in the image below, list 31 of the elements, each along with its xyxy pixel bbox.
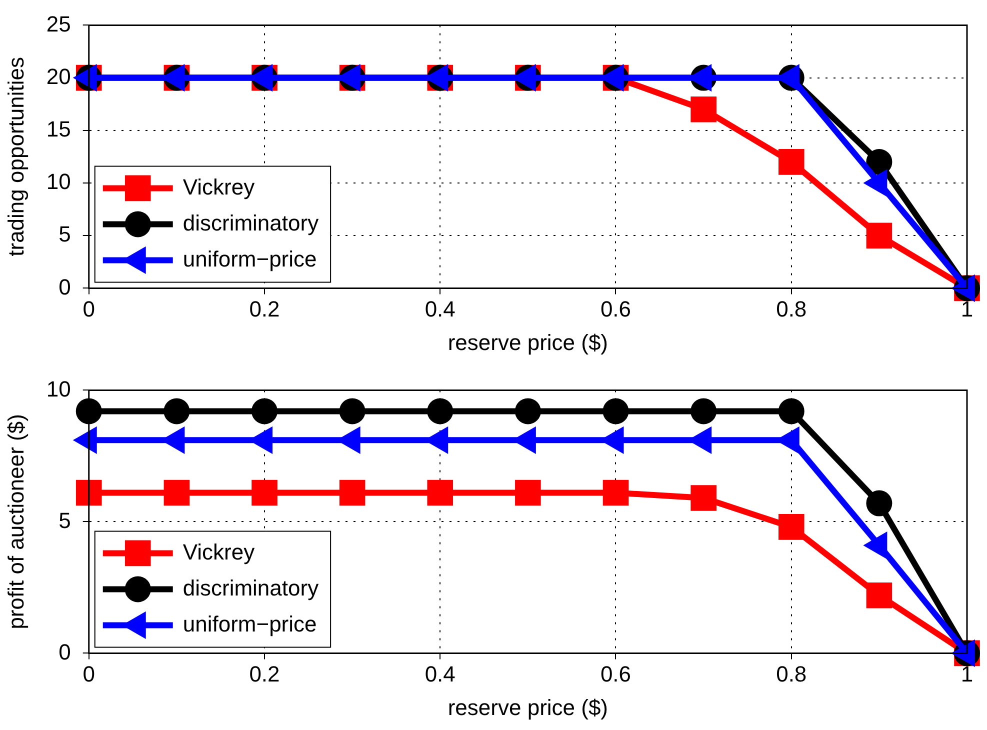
y-tick-label: 5 (58, 508, 71, 533)
legend-label: uniform−price (182, 246, 317, 272)
x-tick-label: 0.2 (249, 661, 280, 686)
x-tick-label: 0.2 (249, 296, 280, 322)
x-tick-label: 0.6 (600, 296, 632, 322)
legend-label: discriminatory (182, 210, 319, 236)
x-axis-title: reserve price ($) (448, 330, 608, 355)
x-tick-label: 0 (82, 661, 95, 686)
y-tick-label: 10 (46, 376, 71, 402)
x-tick-label: 1 (960, 296, 974, 322)
legend-label: discriminatory (182, 575, 319, 600)
y-tick-label: 15 (46, 116, 71, 142)
y-axis-title: trading opportunities (3, 57, 28, 256)
y-tick-label: 20 (46, 64, 71, 89)
y-tick-label: 0 (58, 274, 71, 300)
y-tick-label: 10 (46, 169, 71, 194)
x-tick-label: 0.4 (424, 661, 456, 686)
x-axis-title: reserve price ($) (448, 694, 608, 720)
legend-label: Vickrey (182, 539, 255, 564)
y-tick-label: 0 (58, 639, 71, 664)
legend-label: Vickrey (182, 174, 255, 200)
x-tick-label: 0.6 (600, 661, 632, 686)
y-axis-title: profit of auctioneer ($) (3, 414, 28, 630)
legend-label: uniform−price (182, 611, 317, 636)
x-tick-label: 0.8 (776, 661, 807, 686)
x-tick-label: 0 (82, 296, 95, 322)
x-tick-label: 0.4 (424, 296, 456, 322)
x-tick-label: 0.8 (776, 296, 807, 322)
y-tick-label: 5 (58, 222, 71, 247)
x-tick-label: 1 (960, 661, 974, 686)
y-tick-label: 25 (46, 11, 71, 36)
